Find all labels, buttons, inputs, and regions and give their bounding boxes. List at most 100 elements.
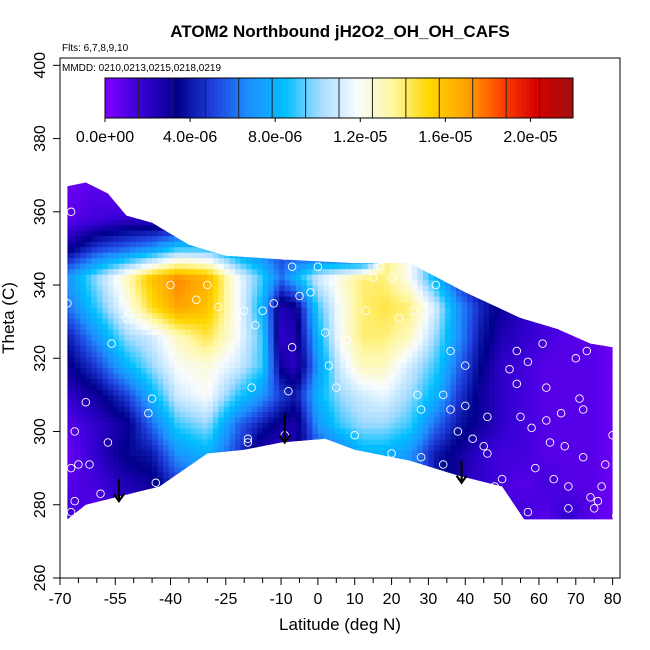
field-cell [373,444,380,451]
field-cell [317,263,324,270]
field-cell [179,279,186,286]
field-cell [406,329,413,336]
field-cell [80,268,87,275]
field-cell [67,208,70,215]
field-cell [312,488,319,495]
field-cell [113,219,120,226]
field-cell [450,356,457,363]
field-cell [422,400,429,407]
field-cell [445,334,452,341]
field-cell [273,301,280,308]
field-cell [295,241,302,248]
field-cell [478,521,484,527]
field-cell [96,449,103,456]
field-cell [163,224,170,231]
field-cell [69,356,76,363]
field-cell [445,466,452,473]
field-cell [439,411,446,418]
field-cell [362,257,369,264]
field-cell [284,329,291,336]
field-cell [113,361,120,368]
field-cell [433,208,440,215]
field-cell [478,493,485,500]
field-cell [345,191,352,198]
field-cell [351,290,358,297]
field-cell [461,411,468,418]
field-cell [80,510,87,517]
field-cell [96,438,103,445]
field-cell [317,477,324,484]
field-cell [334,257,341,264]
field-cell [406,493,413,500]
field-cell [323,307,330,314]
field-cell [246,367,253,374]
field-cell [367,345,374,352]
field-cell [96,389,103,396]
field-cell [328,482,335,489]
field-cell [384,356,391,363]
field-cell [483,372,490,379]
field-cell [422,504,429,511]
field-cell [113,471,120,478]
field-cell [284,356,291,363]
field-cell [241,521,247,527]
field-cell [439,312,446,319]
field-cell [136,521,142,527]
field-cell [74,334,81,341]
field-cell [124,296,131,303]
field-cell [163,389,170,396]
field-cell [124,307,131,314]
field-cell [467,433,474,440]
field-cell [351,405,358,412]
field-cell [113,345,120,352]
field-cell [373,263,380,270]
field-cell [163,202,170,209]
field-cell [257,383,264,390]
field-cell [345,361,352,368]
field-cell [467,252,474,259]
field-cell [439,182,446,187]
field-cell [450,263,457,270]
field-cell [462,521,468,527]
field-cell [279,340,286,347]
field-cell [439,504,446,511]
field-cell [190,340,197,347]
field-cell [422,191,429,198]
field-cell [301,285,308,292]
field-cell [340,356,347,363]
field-cell [295,433,302,440]
field-cell [240,301,247,308]
field-cell [439,202,446,209]
field-cell [113,274,120,281]
field-cell [312,230,319,237]
field-cell [373,323,380,330]
field-cell [257,197,264,204]
field-cell [229,477,236,484]
field-cell [157,510,164,517]
field-cell [384,444,391,451]
field-cell [367,405,374,412]
field-cell [135,334,142,341]
field-cell [185,340,192,347]
field-cell [74,329,81,336]
field-cell [223,290,230,297]
field-cell [378,296,385,303]
field-cell [439,493,446,500]
field-cell [141,444,148,451]
field-cell [367,312,374,319]
field-cell [107,427,114,434]
field-cell [323,329,330,336]
field-cell [223,219,230,226]
field-cell [318,521,324,527]
field-cell [74,488,81,495]
field-cell [91,307,98,314]
field-cell [207,471,214,478]
field-cell [118,356,125,363]
field-cell [312,186,319,193]
field-cell [334,351,341,358]
field-cell [295,202,302,209]
field-cell [268,213,275,220]
field-cell [467,230,474,237]
field-cell [284,334,291,341]
field-cell [411,351,418,358]
